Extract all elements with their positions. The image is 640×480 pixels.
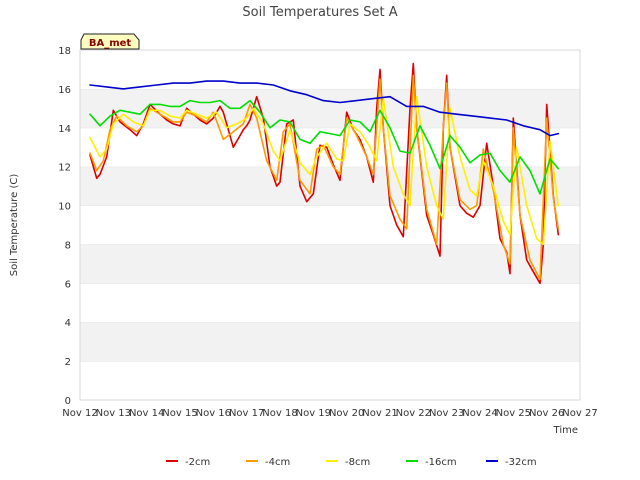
y-tick-label: 16: [58, 85, 71, 96]
y-tick-label: 6: [65, 279, 71, 290]
y-tick-label: 4: [65, 318, 71, 329]
y-tick-label: 18: [58, 46, 71, 57]
x-tick-label: Nov 13: [96, 408, 131, 419]
legend-label: -32cm: [505, 457, 537, 468]
y-tick-label: 2: [65, 357, 71, 368]
plot-frame: [79, 49, 581, 401]
legend-label: -8cm: [345, 457, 370, 468]
x-tick-label: Nov 22: [396, 408, 431, 419]
grid-band: [80, 283, 580, 323]
series-line-4cm: [89, 74, 560, 281]
grid-band: [80, 166, 580, 206]
legend: -2cm -4cm -8cm -16cm -32cm: [166, 457, 537, 468]
x-tick-label: Nov 27: [562, 408, 597, 419]
x-tick-label: Nov 23: [429, 408, 464, 419]
annotation-text: BA_met: [89, 38, 132, 49]
x-tick-label: Nov 21: [362, 408, 397, 419]
x-tick-label: Nov 19: [296, 408, 331, 419]
x-tick-label: Nov 18: [262, 408, 297, 419]
series-lines: [89, 62, 560, 285]
y-axis: 0 2 4 6 8 10 12 14 16 18: [58, 46, 71, 407]
chart-title: Soil Temperatures Set A: [242, 5, 397, 20]
legend-label: -2cm: [185, 457, 210, 468]
x-tick-label: Nov 25: [496, 408, 531, 419]
y-tick-label: 0: [65, 396, 71, 407]
x-tick-label: Nov 17: [229, 408, 264, 419]
x-axis-label: Time: [553, 425, 578, 436]
series-line-2cm: [89, 62, 560, 285]
grid-band: [80, 244, 580, 284]
y-tick-label: 8: [65, 240, 71, 251]
grid-band: [80, 50, 580, 89]
series-line-16cm: [89, 99, 560, 195]
legend-label: -4cm: [265, 457, 290, 468]
x-tick-label: Nov 20: [329, 408, 364, 419]
x-tick-label: Nov 26: [529, 408, 564, 419]
x-tick-label: Nov 14: [129, 408, 164, 419]
y-tick-label: 10: [58, 202, 71, 213]
x-tick-label: Nov 24: [462, 408, 497, 419]
y-tick-label: 14: [58, 124, 71, 135]
series-line-32cm: [89, 80, 560, 137]
x-tick-label: Nov 15: [162, 408, 197, 419]
annotation-ba-met: BA_met: [80, 33, 140, 50]
series-line-8cm: [89, 95, 560, 246]
y-axis-label: Soil Temperature (C): [9, 174, 20, 277]
grid-band: [80, 322, 580, 362]
annotation-box: [80, 33, 140, 50]
grid-band: [80, 88, 580, 128]
legend-label: -16cm: [425, 457, 457, 468]
y-tick-label: 12: [58, 163, 71, 174]
x-tick-label: Nov 12: [62, 408, 97, 419]
x-tick-label: Nov 16: [196, 408, 231, 419]
grid-band: [80, 361, 580, 400]
